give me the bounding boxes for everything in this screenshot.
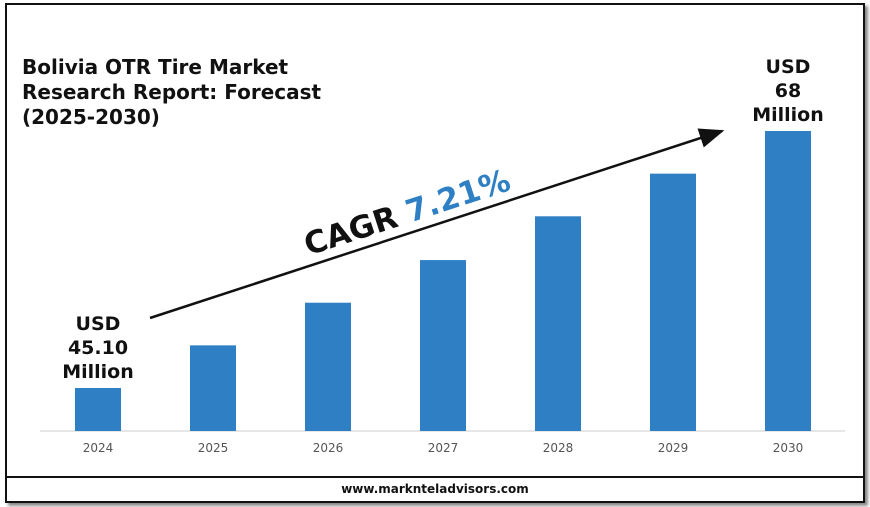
footer: www.marknteladvisors.com [341,482,529,496]
x-tick-label: 2028 [543,441,574,455]
value-label: USD 68 Million [752,56,824,126]
x-tick-label: 2024 [83,441,114,455]
chart-title: Bolivia OTR Tire Market Research Report:… [22,55,322,129]
value-label: USD 45.10 Million [62,313,134,383]
trend-arrow [149,128,725,320]
bar [420,260,466,431]
x-tick-label: 2029 [658,441,689,455]
bar [765,131,811,431]
bar [535,216,581,431]
bar [650,173,696,431]
x-tick-label: 2025 [198,441,229,455]
bar [190,345,236,431]
x-tick-label: 2026 [313,441,344,455]
x-tick-label: 2030 [773,441,804,455]
bar [305,302,351,431]
x-tick-label: 2027 [428,441,459,455]
bar [75,388,121,431]
